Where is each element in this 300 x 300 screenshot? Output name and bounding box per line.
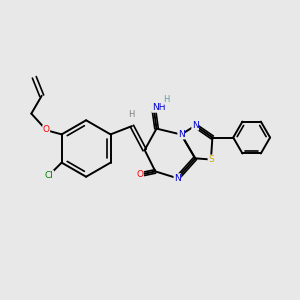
Text: H: H	[164, 95, 170, 104]
Text: N: N	[192, 121, 199, 130]
Text: O: O	[43, 125, 50, 134]
Text: O: O	[136, 170, 143, 179]
Text: Cl: Cl	[45, 171, 54, 180]
Text: N: N	[174, 174, 181, 183]
Text: H: H	[128, 110, 134, 119]
Text: NH: NH	[152, 103, 165, 112]
Text: S: S	[208, 155, 214, 164]
Text: N: N	[178, 130, 184, 139]
